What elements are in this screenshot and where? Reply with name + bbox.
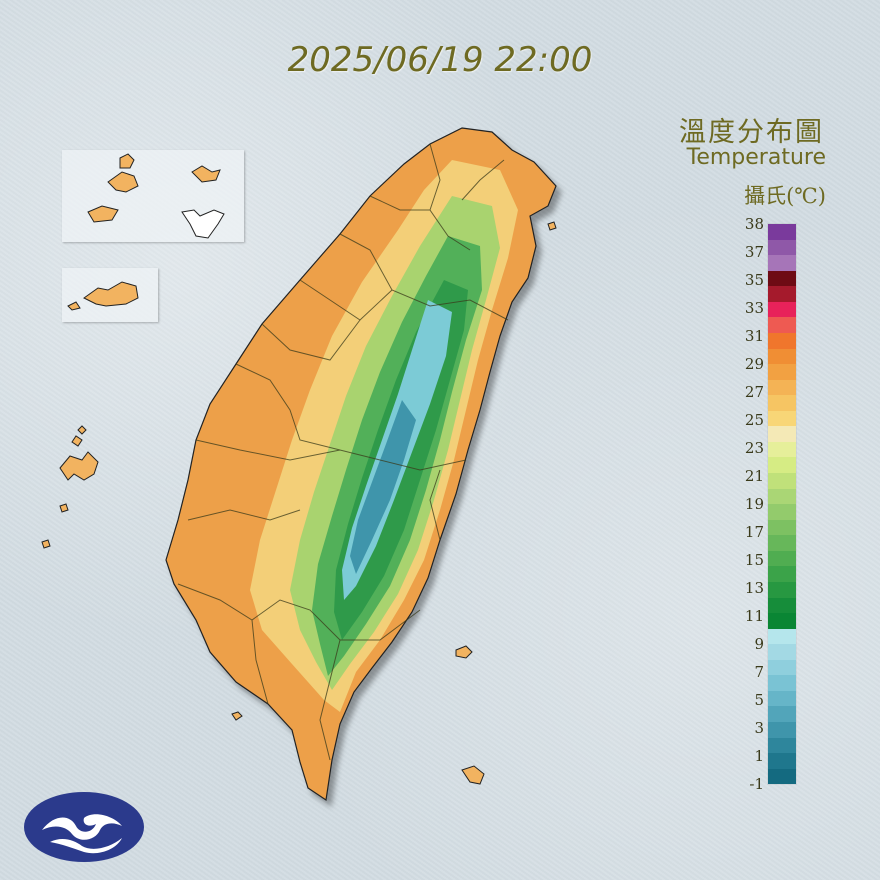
legend-swatch (768, 473, 796, 489)
guishan-island (547, 221, 557, 231)
unit-label: 攝氏(℃) (744, 184, 826, 208)
legend-swatch (768, 535, 796, 551)
legend-label: 5 (754, 691, 764, 709)
legend-label: 3 (754, 719, 764, 737)
legend-label: 21 (744, 467, 764, 485)
legend-swatch (768, 395, 796, 411)
legend-swatch (768, 348, 796, 365)
cwa-logo (24, 792, 144, 862)
legend-label: 31 (744, 327, 764, 345)
legend-swatch (768, 550, 796, 567)
matsu-islands (87, 153, 225, 239)
legend-label: 13 (744, 579, 764, 597)
legend-swatch (768, 239, 796, 256)
legend-label: 1 (754, 747, 764, 765)
legend-label: 25 (744, 411, 764, 429)
color-legend (768, 224, 796, 785)
legend-label: 38 (744, 215, 764, 233)
legend-swatch (768, 364, 796, 380)
legend-swatch (768, 441, 796, 458)
legend-swatch (768, 597, 796, 614)
legend-swatch (768, 286, 796, 302)
orchid-island (455, 645, 473, 659)
legend-swatch (768, 566, 796, 582)
legend-swatch (768, 410, 796, 427)
legend-swatch (768, 690, 796, 707)
legend-swatch (768, 628, 796, 645)
legend-swatch (768, 519, 796, 536)
legend-swatch (768, 737, 796, 754)
legend-label: 11 (744, 607, 764, 625)
legend-label: 7 (754, 663, 764, 681)
legend-label: -1 (749, 775, 764, 793)
legend-swatch (768, 706, 796, 722)
legend-label: 17 (744, 523, 764, 541)
legend-swatch (768, 426, 796, 442)
legend-label: 35 (744, 271, 764, 289)
legend-labels: 38 37 35 33 31 29 27 25 23 21 19 17 15 13 11 9 7 5 3 1 -1 (720, 217, 764, 792)
county-boundaries (177, 143, 509, 761)
legend-label: 37 (744, 243, 764, 261)
legend-swatch (768, 722, 796, 738)
legend-label: 15 (744, 551, 764, 569)
legend-swatch (768, 301, 796, 318)
legend-swatch (768, 581, 796, 598)
legend-swatch (768, 504, 796, 520)
legend-label: 27 (744, 383, 764, 401)
legend-swatch (768, 675, 796, 691)
legend-swatch (768, 270, 796, 287)
legend-label: 33 (744, 299, 764, 317)
legend-swatch (768, 488, 796, 505)
legend-swatch (768, 317, 796, 333)
legend-label: 29 (744, 355, 764, 373)
legend-swatch (768, 644, 796, 660)
legend-label: 9 (754, 635, 764, 653)
legend-swatch (768, 659, 796, 676)
legend-swatch (768, 332, 796, 349)
title-english: Temperature (686, 145, 826, 170)
legend-swatch (768, 753, 796, 769)
timestamp: 2025/06/19 22:00 (287, 40, 593, 80)
legend-swatch (768, 613, 796, 629)
legend-label: 23 (744, 439, 764, 457)
legend-swatch (768, 224, 796, 240)
liuqiu-island (231, 711, 243, 721)
legend-label: 19 (744, 495, 764, 513)
lanyu-island (461, 765, 485, 785)
penghu-islands (41, 425, 99, 549)
legend-swatch (768, 379, 796, 396)
legend-swatch (768, 768, 796, 785)
kinmen-islands (67, 281, 139, 311)
title-chinese: 溫度分布圖 (679, 117, 824, 148)
legend-swatch (768, 255, 796, 271)
legend-swatch (768, 457, 796, 473)
